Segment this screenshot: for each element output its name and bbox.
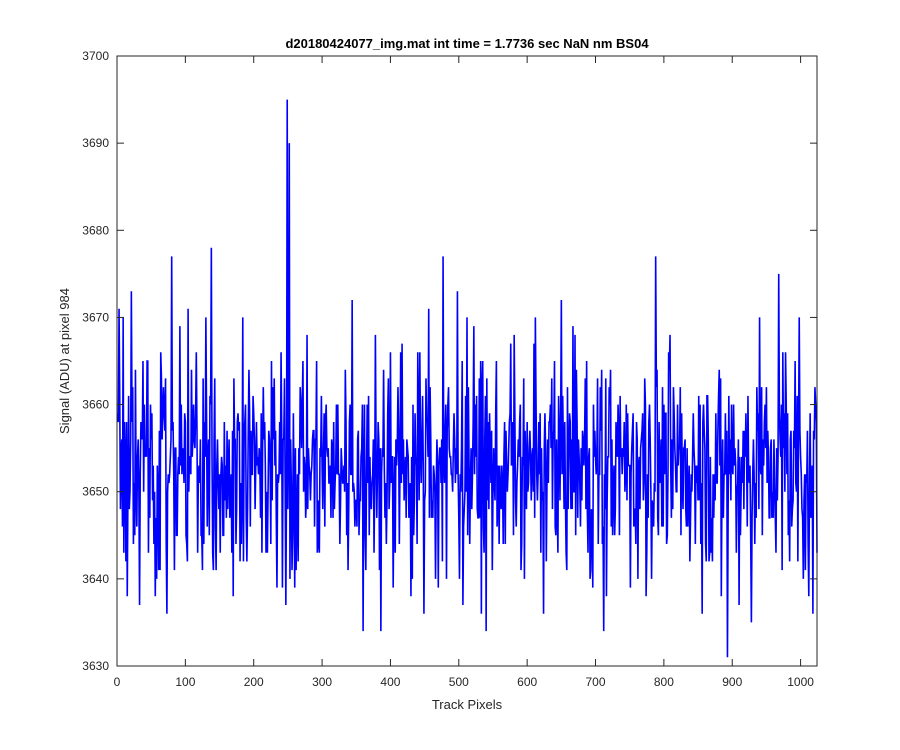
x-tick-label: 1000 xyxy=(787,675,814,689)
x-tick-label: 300 xyxy=(312,675,332,689)
x-axis-label: Track Pixels xyxy=(432,697,503,712)
chart-title: d20180424077_img.mat int time = 1.7736 s… xyxy=(285,36,649,51)
y-tick-label: 3630 xyxy=(82,659,109,673)
x-tick-label: 500 xyxy=(449,675,469,689)
x-tick-label: 100 xyxy=(175,675,195,689)
x-tick-label: 400 xyxy=(380,675,400,689)
x-tick-label: 700 xyxy=(586,675,606,689)
axes-frame xyxy=(116,55,818,667)
x-tick-label: 200 xyxy=(244,675,264,689)
x-tick-label: 800 xyxy=(654,675,674,689)
y-tick-label: 3670 xyxy=(82,310,109,324)
axes-box xyxy=(116,55,818,667)
x-tick-label: 900 xyxy=(722,675,742,689)
x-tick-label: 600 xyxy=(517,675,537,689)
series-line xyxy=(116,99,818,658)
y-tick-label: 3690 xyxy=(82,136,109,150)
y-axis: 3630 3640 3650 3660 3670 3680 3690 3700 xyxy=(82,49,817,673)
plot-area xyxy=(116,56,818,666)
y-tick-label: 3640 xyxy=(82,572,109,586)
y-axis-label: Signal (ADU) at pixel 984 xyxy=(57,288,72,434)
y-tick-label: 3680 xyxy=(82,223,109,237)
y-tick-label: 3650 xyxy=(82,485,109,499)
y-tick-label: 3660 xyxy=(82,398,109,412)
y-tick-label: 3700 xyxy=(82,49,109,63)
x-axis: 0 100 200 300 400 500 600 700 800 900 1000 xyxy=(114,56,814,689)
x-tick-label: 0 xyxy=(114,675,121,689)
